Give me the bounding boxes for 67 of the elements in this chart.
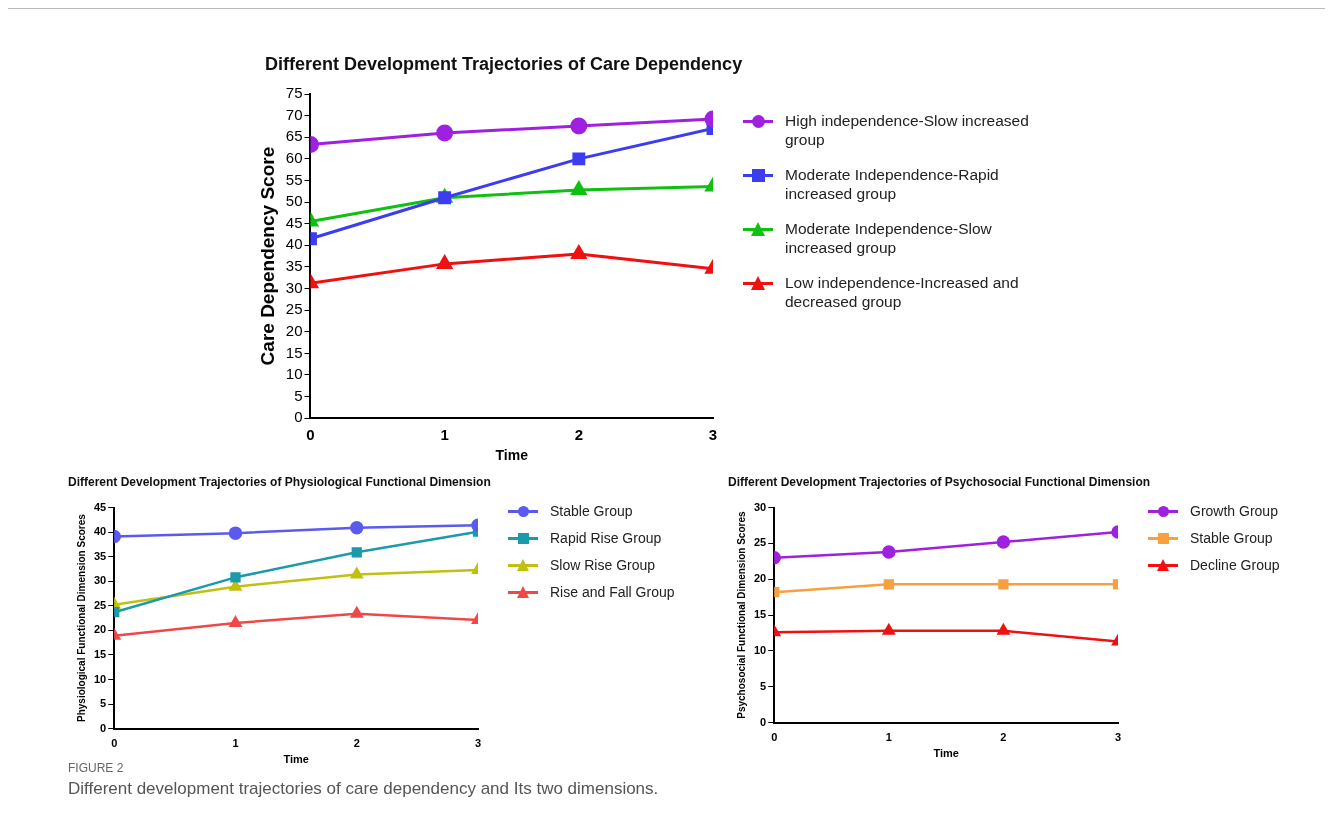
legend-label: Low independence-Increased and decreased group <box>785 273 1020 311</box>
y-tick-label: 75 <box>285 84 303 102</box>
y-tick-label: 0 <box>294 408 303 426</box>
y-tick-label: 60 <box>285 148 303 166</box>
y-tick-label: 15 <box>285 343 303 361</box>
chart-title: Different Development Trajectories of Psychosocial Functional Dimension <box>728 475 1152 489</box>
y-tick-label: 50 <box>285 192 303 210</box>
x-tick-label: 2 <box>1000 731 1007 744</box>
x-tick-label: 0 <box>111 737 118 750</box>
x-axis-title: Time <box>933 747 959 760</box>
y-tick-label: 45 <box>93 500 107 513</box>
chart-title: Different Development Trajectories of Care Dependency <box>265 54 744 75</box>
x-tick-label: 1 <box>440 426 449 444</box>
legend-label: Rapid Rise Group <box>550 529 662 548</box>
y-tick-label: 35 <box>93 549 107 562</box>
y-tick-label: 5 <box>294 386 303 404</box>
y-tick-label: 0 <box>760 715 767 728</box>
y-tick-label: 5 <box>760 679 767 692</box>
y-axis-title: Care Dependency Score <box>256 146 278 366</box>
legend-label: Growth Group <box>1190 502 1278 521</box>
legend-label: High independence-Slow increased group <box>785 111 1030 149</box>
y-tick-label: 20 <box>93 623 107 636</box>
y-tick-label: 5 <box>100 697 107 710</box>
legend-label: Stable Group <box>1190 529 1273 548</box>
caption: FIGURE 2 <box>68 761 124 775</box>
legend-label: Stable Group <box>550 502 633 521</box>
text: Different development trajectories of care dependency and Its two dimensions. <box>68 779 659 799</box>
y-tick-label: 15 <box>93 647 107 660</box>
x-tick-label: 2 <box>353 737 360 750</box>
chart-title: Different Development Trajectories of Physiological Functional Dimension <box>68 475 492 489</box>
x-tick-label: 0 <box>771 731 778 744</box>
x-tick-label: 1 <box>885 731 892 744</box>
y-tick-label: 20 <box>753 572 767 585</box>
y-tick-label: 35 <box>285 257 303 275</box>
y-tick-label: 25 <box>93 598 107 611</box>
y-tick-label: 40 <box>93 525 107 538</box>
legend-label: Moderate Independence-Slow increased group <box>785 219 993 257</box>
y-tick-label: 10 <box>285 365 303 383</box>
y-tick-label: 10 <box>753 643 767 656</box>
y-tick-label: 40 <box>285 235 303 253</box>
legend-label: Decline Group <box>1190 556 1280 575</box>
y-tick-label: 30 <box>93 574 107 587</box>
y-tick-label: 20 <box>285 321 303 339</box>
x-tick-label: 3 <box>474 737 482 750</box>
y-tick-label: 25 <box>285 300 303 318</box>
y-tick-label: 0 <box>100 721 107 734</box>
y-tick-label: 30 <box>753 500 767 513</box>
y-axis-title: Physiological Functional Dimension Scores <box>75 513 87 723</box>
y-tick-label: 45 <box>285 213 303 231</box>
x-tick-label: 0 <box>306 426 315 444</box>
x-tick-label: 2 <box>574 426 583 444</box>
y-tick-label: 65 <box>285 127 303 145</box>
x-axis-title: Time <box>495 447 529 464</box>
y-tick-label: 25 <box>753 536 767 549</box>
x-tick-label: 3 <box>1114 731 1122 744</box>
y-tick-label: 70 <box>285 105 303 123</box>
x-tick-label: 3 <box>708 426 718 444</box>
y-tick-label: 55 <box>285 170 303 188</box>
y-tick-label: 15 <box>753 608 767 621</box>
legend-label: Slow Rise Group <box>550 556 656 575</box>
legend-label: Moderate Independence-Rapid increased group <box>785 165 1000 203</box>
y-tick-label: 10 <box>93 672 107 685</box>
y-axis-title: Psychosocial Functional Dimension Scores <box>735 511 747 719</box>
x-tick-label: 1 <box>232 737 239 750</box>
legend-label: Rise and Fall Group <box>550 583 675 602</box>
x-axis-title: Time <box>283 753 309 766</box>
y-tick-label: 30 <box>285 278 303 296</box>
